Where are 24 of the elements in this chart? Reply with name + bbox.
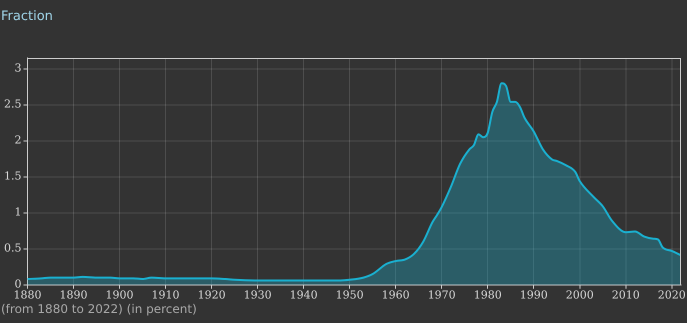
y-tick-label: 1.5 <box>4 170 22 183</box>
x-tick-label: 1910 <box>152 288 180 302</box>
x-tick-label: 1920 <box>198 288 226 302</box>
y-tick-label: 3 <box>14 62 22 75</box>
x-tick-label: 2000 <box>566 288 594 302</box>
x-tick-label: 1880 <box>13 288 42 302</box>
y-tick-label: 1 <box>14 206 22 219</box>
chart-title: Fraction <box>1 9 53 24</box>
y-tick-label: 2.5 <box>4 98 22 111</box>
y-tick-label: 2 <box>14 134 22 147</box>
x-tick-label: 1990 <box>520 288 548 302</box>
x-tick-label: 1930 <box>244 288 272 302</box>
x-tick-label: 2020 <box>658 288 686 302</box>
x-tick-label: 1890 <box>60 288 88 302</box>
text: (from 1880 to 2022) (in percent) <box>1 302 197 316</box>
x-tick-label: 1970 <box>428 288 456 302</box>
x-tick-label: 1940 <box>290 288 318 302</box>
y-tick-label: 0 <box>14 278 22 291</box>
y-tick-label: 0.5 <box>4 242 22 255</box>
x-tick-label: 1900 <box>106 288 134 302</box>
x-tick-label: 1980 <box>474 288 502 302</box>
x-tick-label: 2010 <box>612 288 640 302</box>
x-tick-label: 1960 <box>382 288 410 302</box>
x-tick-label: 1950 <box>336 288 364 302</box>
